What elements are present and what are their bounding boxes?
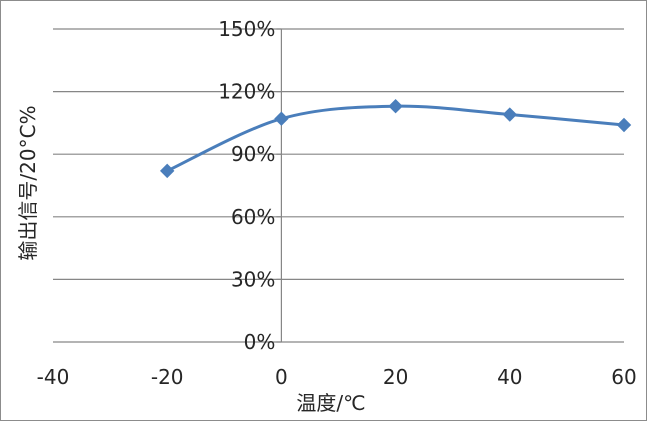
x-tick-label: 0 (275, 365, 288, 389)
y-tick-label: 60% (231, 205, 275, 229)
y-tick-label: 30% (231, 267, 275, 291)
y-tick-label: 150% (218, 17, 275, 41)
x-tick-label: 60 (611, 365, 636, 389)
data-point-marker (274, 111, 289, 126)
x-tick-label: 40 (497, 365, 522, 389)
data-point-marker (159, 163, 175, 179)
data-point-marker (502, 107, 518, 122)
data-point-marker (388, 98, 403, 114)
y-tick-label: 120% (218, 80, 275, 104)
x-tick-label: -20 (151, 365, 184, 389)
x-tick-label: -40 (37, 365, 70, 389)
x-axis-title: 温度/℃ (296, 391, 365, 415)
y-tick-label: 0% (244, 330, 276, 354)
data-point-marker (616, 117, 632, 133)
y-tick-labels: 0% 30% 60% 90% 120% 150% (218, 17, 275, 354)
x-tick-labels: -40 -20 0 20 40 60 (37, 365, 637, 389)
data-series (159, 98, 632, 179)
y-tick-label: 90% (231, 142, 275, 166)
y-axis-title: 输出信号/20°C% (16, 105, 40, 260)
axes (276, 28, 282, 343)
x-tick-label: 20 (383, 365, 408, 389)
gridlines (53, 28, 624, 343)
